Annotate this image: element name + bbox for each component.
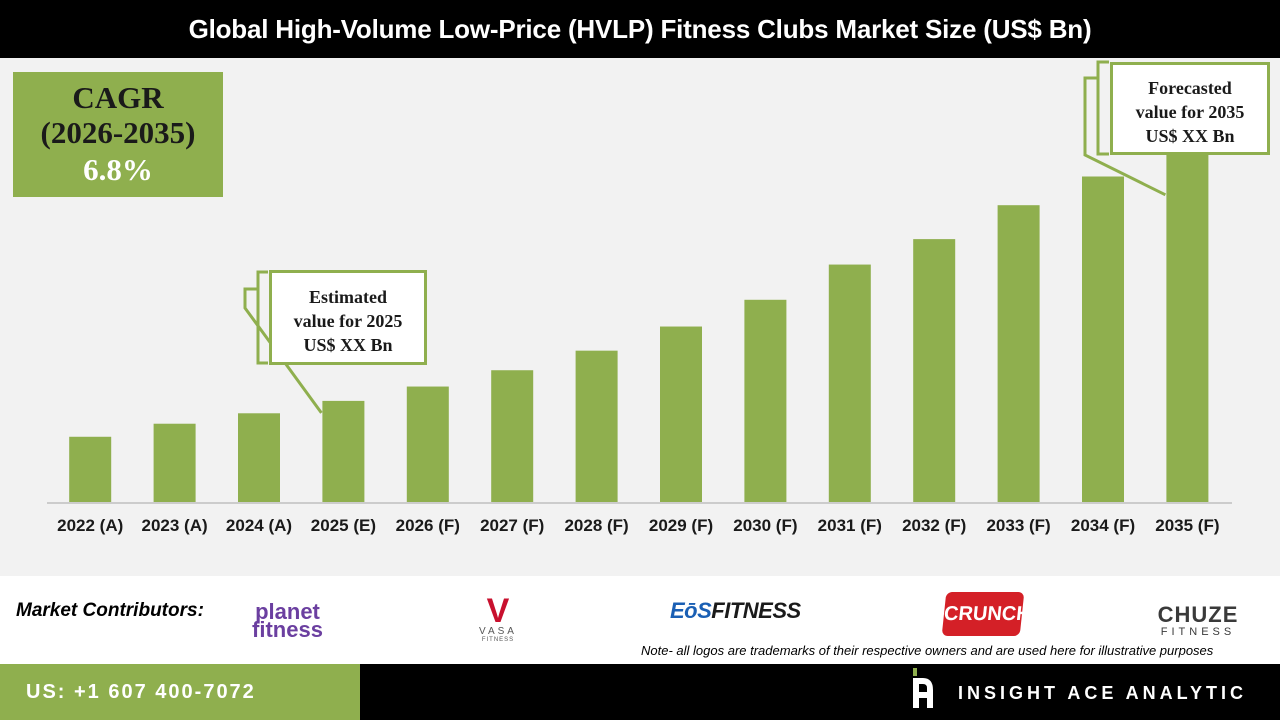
bar-2034-f xyxy=(1082,176,1124,502)
callout-bracket-2025 xyxy=(256,270,268,365)
x-tick-label: 2028 (F) xyxy=(564,516,628,535)
x-tick-label: 2032 (F) xyxy=(902,516,966,535)
x-tick-label: 2033 (F) xyxy=(986,516,1050,535)
bar-2032-f xyxy=(913,239,956,502)
bar-2023-a xyxy=(153,423,196,502)
vasa-v-mark: V xyxy=(486,592,510,630)
planet-fitness-logo: planet fitness xyxy=(240,599,335,642)
bar-2035-f xyxy=(1166,130,1209,502)
bar-2022-a xyxy=(69,436,112,502)
callout-line: value for 2025 xyxy=(293,311,403,331)
bar-2025-e xyxy=(322,400,365,502)
callout-bracket-2035 xyxy=(1096,60,1109,156)
bar-2028-f xyxy=(575,350,618,502)
chart-area: 2022 (A) 2023 (A) 2024 (A) 2025 (E) 2026 (F)… xyxy=(0,58,1280,576)
bar-2030-f xyxy=(744,299,787,502)
contributors-area xyxy=(0,576,1280,664)
x-tick-label: 2023 (A) xyxy=(142,516,208,535)
bar-2027-f xyxy=(491,370,534,502)
x-tick-label: 2025 (E) xyxy=(311,516,376,535)
logo-text: EōS xyxy=(670,598,712,623)
title-bar: Global High-Volume Low-Price (HVLP) Fitn… xyxy=(0,0,1280,58)
x-tick-label: 2035 (F) xyxy=(1155,516,1219,535)
contributors-label: Market Contributors: xyxy=(16,600,204,621)
x-tick-label: 2024 (A) xyxy=(226,516,292,535)
logo-text: CHUZE xyxy=(1157,602,1239,627)
logo-text: FITNESS xyxy=(711,598,801,623)
bar-chart: 2022 (A) 2023 (A) 2024 (A) 2025 (E) 2026 (F)… xyxy=(47,60,1232,535)
brand-logo-icon xyxy=(913,668,933,708)
bar-2033-f xyxy=(997,205,1040,502)
callout-line: US$ XX Bn xyxy=(1145,126,1235,146)
bars-group xyxy=(69,130,1209,502)
bar-2029-f xyxy=(660,326,702,502)
logo-text: FITNESS xyxy=(481,637,515,643)
callout-connector-2035 xyxy=(1083,76,1167,197)
phone-box: US: +1 607 400-7072 xyxy=(0,664,360,720)
bar-2024-a xyxy=(238,413,280,502)
vasa-fitness-logo: V VASA FITNESS xyxy=(470,592,526,643)
x-tick-labels: 2022 (A) 2023 (A) 2024 (A) 2025 (E) 2026 (F)… xyxy=(57,516,1219,535)
x-tick-label: 2022 (A) xyxy=(57,516,123,535)
callout-line: US$ XX Bn xyxy=(303,335,393,355)
x-tick-label: 2027 (F) xyxy=(480,516,544,535)
crunch-logo: CRUNCH xyxy=(941,592,1032,636)
logo-text: fitness xyxy=(252,617,323,642)
callout-line: value for 2035 xyxy=(1135,102,1245,122)
forecasted-value-callout: Forecasted value for 2035 US$ XX Bn xyxy=(1110,62,1270,155)
x-tick-label: 2031 (F) xyxy=(818,516,882,535)
trademark-note: Note- all logos are trademarks of their … xyxy=(641,643,1214,658)
callout-line: Forecasted xyxy=(1148,78,1232,98)
cagr-label: CAGR xyxy=(72,80,164,115)
callout-line: Estimated xyxy=(309,287,387,307)
chart-title: Global High-Volume Low-Price (HVLP) Fitn… xyxy=(188,13,1092,44)
bar-2031-f xyxy=(828,264,871,502)
x-tick-label: 2034 (F) xyxy=(1071,516,1135,535)
logo-text: planet xyxy=(255,599,320,624)
cagr-period: (2026-2035) xyxy=(40,115,196,150)
chuze-fitness-logo: CHUZE FITNESS xyxy=(1150,602,1246,639)
x-tick-label: 2029 (F) xyxy=(649,516,713,535)
logo-text: FITNESS xyxy=(1160,626,1236,638)
estimated-value-callout: Estimated value for 2025 US$ XX Bn xyxy=(269,270,427,365)
cagr-value: 6.8% xyxy=(83,152,153,187)
logo-text: VASA xyxy=(479,626,517,637)
eos-fitness-logo: EōSFITNESS xyxy=(670,598,801,624)
cagr-box: CAGR (2026-2035) 6.8% xyxy=(13,72,223,197)
bar-2026-f xyxy=(406,386,449,502)
brand-name: INSIGHT ACE ANALYTIC xyxy=(958,683,1248,703)
x-tick-label: 2030 (F) xyxy=(733,516,797,535)
x-tick-label: 2026 (F) xyxy=(396,516,460,535)
phone-number: US: +1 607 400-7072 xyxy=(26,680,256,703)
